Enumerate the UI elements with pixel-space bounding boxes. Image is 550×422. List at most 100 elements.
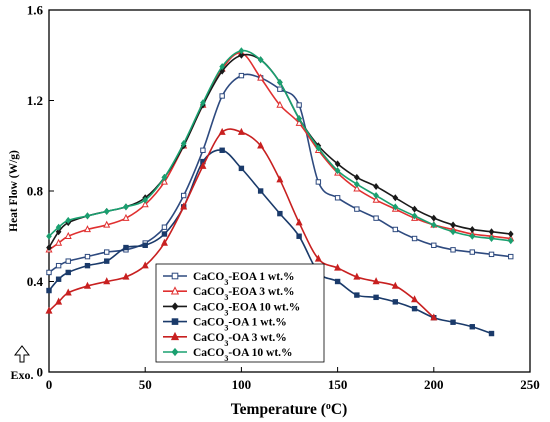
legend-marker [171,302,179,311]
legend-marker [171,318,179,325]
data-point [103,207,110,215]
x-tick-label: 150 [328,377,348,392]
data-point [257,73,265,81]
data-point [353,272,361,280]
data-point [45,306,53,314]
data-point [104,258,110,264]
data-point [392,226,399,233]
data-point [391,281,399,289]
legend-label: CaCO3-EOA 3 wt.% [193,286,294,302]
y-tick-label: 0.8 [27,184,44,199]
data-point [277,78,283,86]
data-point [55,223,62,231]
data-point [257,141,265,149]
data-point [334,160,341,168]
x-tick-label: 200 [424,377,444,392]
data-point [219,147,225,153]
data-point [411,212,418,220]
data-point [277,86,283,92]
data-point [84,253,91,260]
data-point [430,214,437,222]
data-point [430,313,438,321]
data-point [354,292,360,298]
legend-label: CaCO3-EOA 1 wt.% [193,271,294,287]
data-point [469,324,475,330]
data-point [353,184,361,192]
data-point [392,194,399,202]
data-point [199,161,207,169]
data-point [314,254,322,262]
data-point [46,269,52,276]
data-point [55,238,63,246]
data-point [469,249,475,255]
data-point [411,235,418,242]
data-point [83,281,91,289]
y-axis-label: Heat Flow (W/g) [8,150,20,232]
data-point [55,228,62,236]
data-point [488,228,495,236]
data-point [103,220,111,228]
legend-marker [171,347,179,357]
data-point [295,118,303,126]
data-point [103,277,111,285]
data-point [219,63,226,71]
series-line [48,128,435,319]
legend-item: CaCO3-OA 1 wt.% [163,317,287,333]
data-point [257,188,264,194]
data-point [373,215,379,221]
legend-label: CaCO3-OA 3 wt.% [193,332,287,348]
data-point [237,127,245,135]
exo-arrow-icon [13,345,31,363]
data-point [469,232,476,240]
data-point [46,232,52,240]
data-point [238,72,245,79]
data-point [392,299,399,305]
legend-box [155,263,325,363]
data-point [450,221,456,229]
data-point [238,51,245,59]
data-point [296,115,302,123]
data-point [160,177,168,185]
x-tick-label: 50 [139,377,152,392]
y-tick-label: 1.6 [27,3,44,18]
data-point [488,235,495,243]
legend-marker [170,331,180,341]
data-point [238,165,245,172]
data-point [161,224,168,230]
data-point [296,102,302,108]
data-point [180,192,187,199]
legend-item: CaCO3-EOA 1 wt.% [163,271,294,287]
x-tick-label: 0 [46,377,53,392]
series-5 [45,127,438,321]
data-point [141,261,149,269]
y-tick-label: 0 [37,365,44,380]
data-point [257,56,264,64]
y-tick-label: 1.2 [27,93,43,108]
axis-ticks: 0 50 100 150 200 250 0 0.4 0.8 1.2 1.6 [27,3,540,393]
data-point [200,99,206,107]
data-point [334,167,341,175]
data-point [64,288,72,296]
data-point [411,205,418,213]
data-point [411,295,419,303]
data-point [450,319,456,325]
data-point [488,330,495,337]
data-point [353,173,360,181]
data-point [141,200,149,208]
data-point [295,218,303,226]
data-point [161,173,168,181]
data-point [469,225,476,233]
data-point [373,182,379,190]
legend-item: CaCO3-EOA 3 wt.% [163,286,294,302]
legend-label: CaCO3-OA 1 wt.% [193,317,287,333]
data-point [161,231,168,237]
data-point [507,237,514,245]
data-point [430,221,437,229]
x-tick-label: 100 [232,377,252,392]
exo-label: Exo. [10,368,33,382]
legend-marker [171,272,179,280]
data-point [219,67,226,75]
legend-marker [170,286,180,295]
data-point [392,203,399,211]
